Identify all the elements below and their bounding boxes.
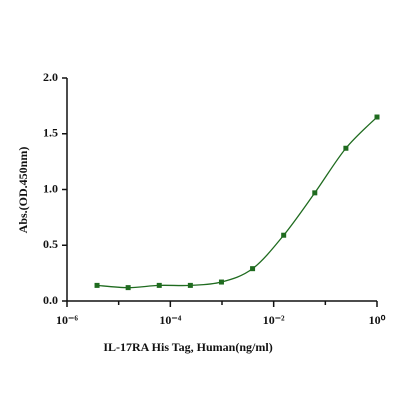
- x-tick-label: 10⁰: [369, 313, 386, 327]
- y-tick-label: 1.5: [43, 126, 58, 140]
- y-tick-label: 0.5: [43, 237, 58, 251]
- data-point: [343, 145, 349, 151]
- x-axis-label: IL-17RA His Tag, Human(ng/ml): [103, 340, 272, 354]
- data-point: [125, 285, 131, 291]
- data-point: [312, 190, 318, 196]
- x-tick-label: 10⁻²: [263, 313, 285, 327]
- data-point: [250, 266, 256, 272]
- data-point: [374, 114, 380, 120]
- x-tick-label: 10⁻⁶: [56, 313, 78, 327]
- data-point: [156, 282, 162, 288]
- data-point: [94, 282, 100, 288]
- fit-curve: [96, 116, 378, 289]
- y-tick-label: 2.0: [43, 70, 58, 84]
- y-axis-label: Abs.(OD.450nm): [16, 147, 30, 234]
- data-point: [187, 282, 193, 288]
- data-point: [281, 232, 287, 238]
- y-tick-label: 0.0: [43, 293, 58, 307]
- data-point: [218, 279, 224, 285]
- x-tick-label: 10⁻⁴: [159, 313, 181, 327]
- y-tick-label: 1.0: [43, 181, 58, 195]
